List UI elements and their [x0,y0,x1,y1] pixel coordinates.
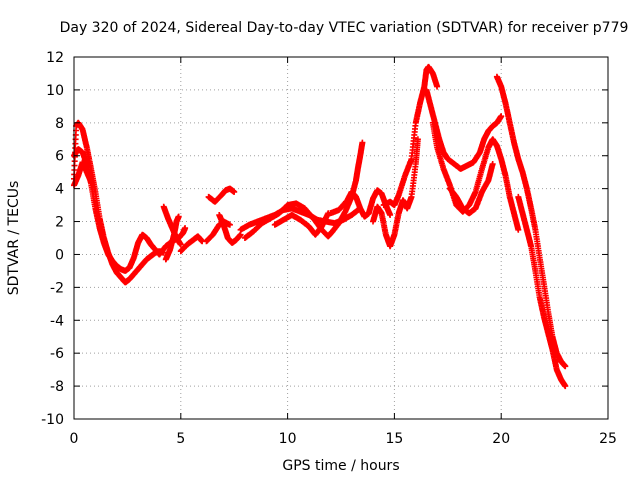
plus-markers [380,63,441,209]
data-series [71,63,569,390]
plus-markers [327,187,394,220]
y-tick-label: -6 [50,346,64,362]
satellite-track [429,119,522,233]
y-tick-label: 6 [55,149,64,165]
x-tick-label: 20 [492,431,510,447]
satellite-track [493,73,569,370]
plot-frame [73,56,609,420]
y-axis-label: SDTVAR / TECUs [6,181,22,296]
x-axis-label: GPS time / hours [282,458,399,474]
satellite-track [446,161,496,217]
plus-markers [160,203,184,248]
satellite-track [423,86,505,172]
plus-markers [423,86,505,172]
y-tick-label: 10 [46,83,64,99]
satellite-track [241,139,366,241]
satellite-track [177,233,206,255]
y-tick-label: 0 [55,247,64,263]
plus-markers [429,119,522,233]
satellite-track [71,119,167,286]
y-tick-label: -4 [50,313,64,329]
plus-markers [241,139,366,241]
satellite-track [271,210,332,238]
x-tick-label: 25 [599,431,617,447]
plus-markers [493,73,569,370]
y-tick-label: 2 [55,215,64,231]
plus-markers [370,136,421,250]
satellite-track [327,187,394,220]
plus-markers [71,119,167,286]
y-tick-label: 4 [55,182,64,198]
y-tick-label: 8 [55,116,64,132]
satellite-track [380,63,441,209]
plus-markers [271,210,332,238]
satellite-track [216,212,244,246]
chart-title: Day 320 of 2024, Sidereal Day-to-day VTE… [60,20,629,36]
satellite-track [160,203,184,248]
data-series-group [71,63,569,390]
y-tick-label: -10 [41,412,64,428]
plus-markers [177,233,206,255]
plus-markers [515,193,569,390]
axis-ticks: 0 5 10 15 20 25 -10 -8 -6 -4 -2 0 2 4 6 8 10 12 [41,50,617,447]
plus-markers [205,185,238,205]
y-tick-label: 12 [46,50,64,66]
satellite-track [370,136,421,250]
satellite-track [515,193,569,390]
x-tick-label: 5 [176,431,185,447]
plus-markers [446,161,496,217]
x-tick-label: 0 [70,431,79,447]
y-tick-label: -8 [50,379,64,395]
plus-markers [216,212,244,246]
x-tick-label: 15 [385,431,403,447]
satellite-track [205,185,238,205]
y-tick-label: -2 [50,280,64,296]
x-tick-label: 10 [279,431,297,447]
